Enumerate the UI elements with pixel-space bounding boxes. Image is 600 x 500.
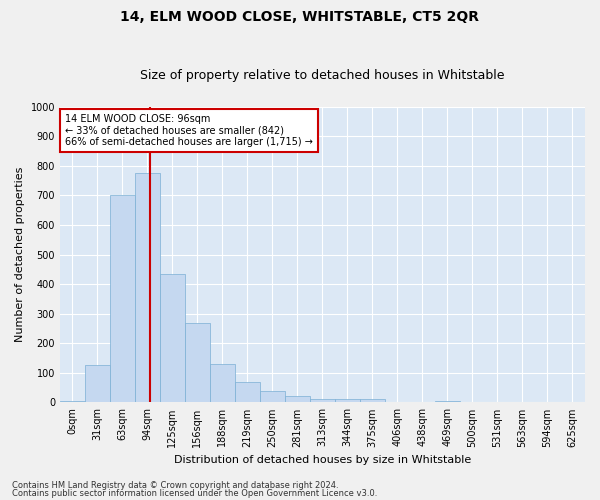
Bar	[160, 274, 185, 402]
Bar	[185, 322, 210, 402]
Bar	[435, 401, 460, 402]
Bar	[285, 396, 310, 402]
Bar	[85, 366, 110, 403]
Bar	[210, 364, 235, 403]
Bar	[60, 401, 85, 402]
Bar	[335, 400, 360, 402]
Text: Contains public sector information licensed under the Open Government Licence v3: Contains public sector information licen…	[12, 488, 377, 498]
Bar	[235, 382, 260, 402]
X-axis label: Distribution of detached houses by size in Whitstable: Distribution of detached houses by size …	[174, 455, 471, 465]
Bar	[310, 399, 335, 402]
Bar	[135, 174, 160, 402]
Y-axis label: Number of detached properties: Number of detached properties	[15, 167, 25, 342]
Text: 14, ELM WOOD CLOSE, WHITSTABLE, CT5 2QR: 14, ELM WOOD CLOSE, WHITSTABLE, CT5 2QR	[121, 10, 479, 24]
Text: 14 ELM WOOD CLOSE: 96sqm
← 33% of detached houses are smaller (842)
66% of semi-: 14 ELM WOOD CLOSE: 96sqm ← 33% of detach…	[65, 114, 313, 148]
Bar	[110, 196, 135, 402]
Text: Contains HM Land Registry data © Crown copyright and database right 2024.: Contains HM Land Registry data © Crown c…	[12, 481, 338, 490]
Bar	[260, 391, 285, 402]
Bar	[360, 400, 385, 402]
Title: Size of property relative to detached houses in Whitstable: Size of property relative to detached ho…	[140, 69, 505, 82]
